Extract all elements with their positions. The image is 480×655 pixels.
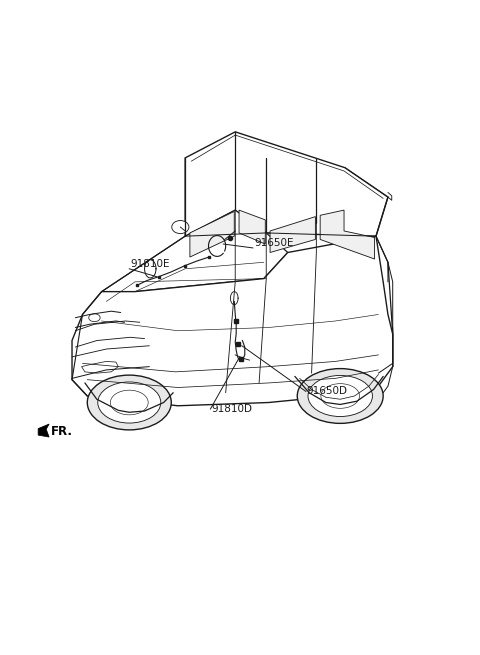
Polygon shape (72, 236, 393, 405)
Polygon shape (190, 212, 234, 257)
Polygon shape (185, 210, 266, 236)
Polygon shape (185, 132, 388, 236)
Ellipse shape (308, 375, 372, 417)
Ellipse shape (87, 375, 171, 430)
Polygon shape (270, 217, 315, 252)
Text: 91810E: 91810E (130, 259, 170, 269)
Polygon shape (38, 424, 49, 437)
Ellipse shape (98, 382, 161, 423)
Polygon shape (239, 210, 265, 244)
Text: FR.: FR. (51, 425, 73, 438)
Polygon shape (320, 210, 374, 259)
Ellipse shape (172, 221, 189, 234)
Polygon shape (82, 362, 118, 373)
Ellipse shape (297, 369, 383, 423)
Polygon shape (102, 210, 288, 301)
Text: 91650D: 91650D (307, 386, 348, 396)
Text: 91810D: 91810D (211, 403, 252, 413)
Text: 91650E: 91650E (254, 238, 294, 248)
